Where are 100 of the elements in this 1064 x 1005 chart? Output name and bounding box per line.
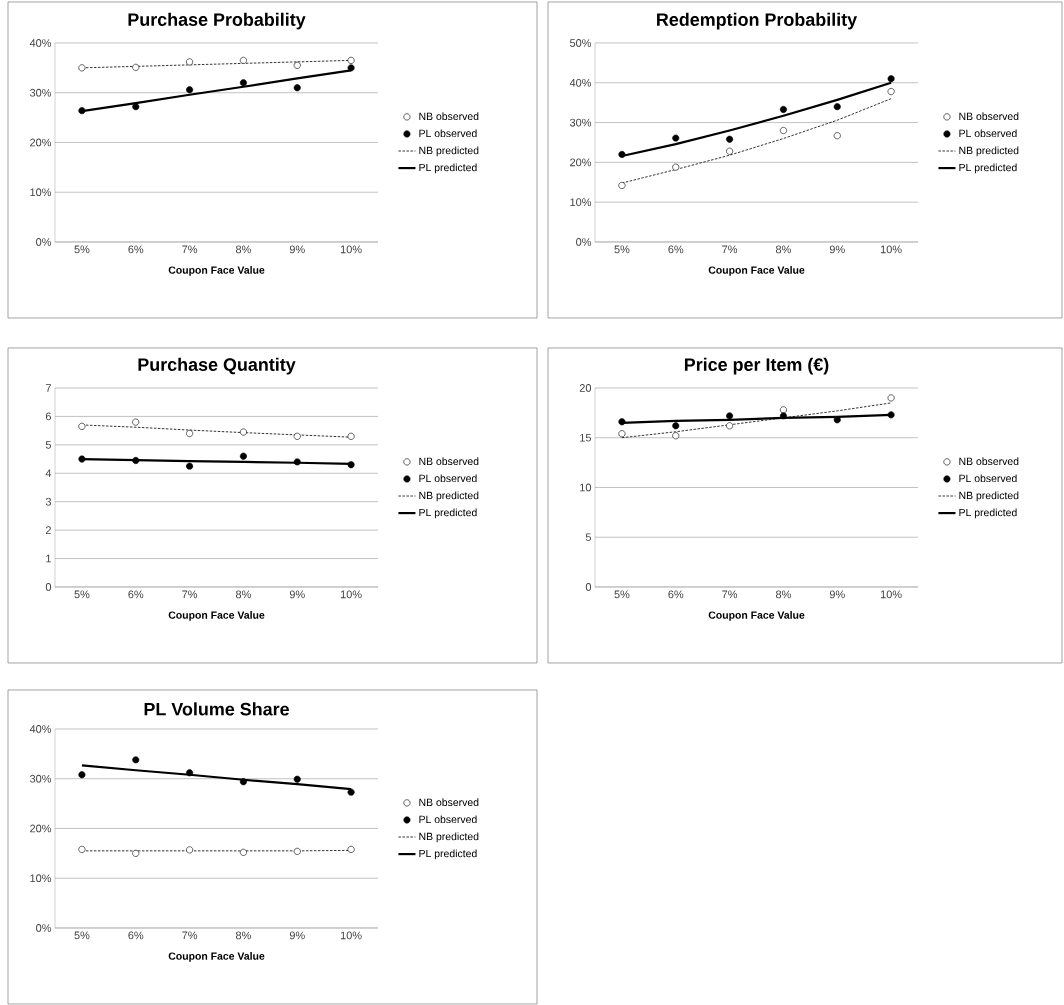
y-tick-label: 15 xyxy=(580,433,592,442)
point xyxy=(78,845,86,853)
x-tick-label: 10% xyxy=(880,245,902,254)
x-axis-title: Coupon Face Value xyxy=(708,611,805,621)
legend-label: PL observed xyxy=(419,474,477,483)
y-tick-label: 30% xyxy=(569,118,592,127)
legend-label: NB observed xyxy=(419,112,479,121)
x-tick-label: 7% xyxy=(182,245,198,254)
x-tick-label: 10% xyxy=(880,590,902,599)
point xyxy=(132,456,140,464)
y-tick-label: 0 xyxy=(585,583,592,591)
y-tick-label: 30% xyxy=(29,88,52,97)
x-axis-title: Coupon Face Value xyxy=(168,611,265,621)
point xyxy=(672,422,680,430)
x-axis-title: Coupon Face Value xyxy=(168,952,265,962)
point xyxy=(293,775,301,783)
legend-label: NB predicted xyxy=(419,832,479,843)
chart-title: Purchase Probability xyxy=(128,12,306,30)
point xyxy=(132,756,140,764)
point xyxy=(618,150,626,158)
y-tick-label: 20 xyxy=(579,384,592,392)
point xyxy=(347,56,355,64)
legend-label: NB observed xyxy=(959,457,1019,466)
x-tick-label: 8% xyxy=(235,245,251,254)
y-tick-label: 7 xyxy=(45,384,51,392)
point xyxy=(887,411,895,419)
x-tick-label: 8% xyxy=(775,590,791,599)
y-tick-label: 20% xyxy=(30,138,52,147)
point xyxy=(726,422,734,430)
point xyxy=(239,79,247,87)
point xyxy=(887,88,895,96)
x-tick-label: 10% xyxy=(340,245,362,254)
x-tick-label: 10% xyxy=(340,590,362,599)
y-tick-label: 30% xyxy=(29,774,52,783)
chart-title: Redemption Probability xyxy=(657,12,858,30)
point xyxy=(132,849,140,857)
x-tick-label: 5% xyxy=(614,590,630,599)
y-tick-label: 0% xyxy=(36,924,52,932)
x-tick-label: 8% xyxy=(235,931,251,940)
point xyxy=(239,848,247,856)
point xyxy=(293,847,301,855)
x-tick-label: 5% xyxy=(74,590,90,599)
y-tick-label: 10% xyxy=(30,188,52,197)
point xyxy=(672,163,680,171)
x-tick-label: 5% xyxy=(614,245,630,254)
x-axis-title: Coupon Face Value xyxy=(708,266,805,276)
x-axis-title: Coupon Face Value xyxy=(168,266,265,276)
y-tick-label: 10% xyxy=(570,198,592,207)
point xyxy=(239,56,247,64)
point xyxy=(779,406,787,414)
y-tick-label: 50% xyxy=(570,39,592,47)
point xyxy=(726,147,734,155)
y-tick-label: 5 xyxy=(585,533,592,542)
y-tick-label: 40% xyxy=(29,39,52,47)
point xyxy=(186,86,194,94)
y-tick-label: 10 xyxy=(580,483,592,492)
legend-label: PL observed xyxy=(959,129,1017,138)
y-tick-label: 0% xyxy=(36,238,52,246)
y-tick-label: 6 xyxy=(45,412,51,421)
point xyxy=(186,58,194,66)
x-tick-label: 5% xyxy=(74,931,90,940)
x-tick-label: 9% xyxy=(289,931,305,940)
legend-label: PL predicted xyxy=(419,849,477,860)
point xyxy=(347,432,355,440)
point xyxy=(186,846,194,854)
point xyxy=(618,181,626,189)
y-tick-label: 10% xyxy=(30,874,52,883)
legend-label: PL observed xyxy=(959,474,1017,483)
point xyxy=(293,61,301,69)
point xyxy=(293,432,301,440)
point xyxy=(78,64,86,72)
x-tick-label: 6% xyxy=(128,931,144,940)
point xyxy=(239,428,247,436)
x-tick-label: 10% xyxy=(340,931,362,940)
point xyxy=(132,418,140,426)
x-tick-label: 9% xyxy=(289,590,305,599)
point xyxy=(726,135,734,143)
point xyxy=(78,771,86,779)
legend-label: NB observed xyxy=(419,798,479,807)
point xyxy=(132,103,140,111)
point xyxy=(779,105,787,113)
y-tick-label: 40% xyxy=(569,78,592,87)
legend-label: NB predicted xyxy=(419,491,479,502)
y-tick-label: 0% xyxy=(576,238,592,246)
legend-label: PL predicted xyxy=(959,508,1017,519)
point xyxy=(132,63,140,71)
x-tick-label: 9% xyxy=(829,590,845,599)
y-tick-label: 20% xyxy=(30,824,52,833)
x-tick-label: 8% xyxy=(775,245,791,254)
point xyxy=(78,107,86,115)
point xyxy=(672,134,680,142)
x-tick-label: 6% xyxy=(668,245,684,254)
y-tick-label: 20% xyxy=(570,158,592,167)
point xyxy=(239,452,247,460)
x-tick-label: 9% xyxy=(289,245,305,254)
x-tick-label: 8% xyxy=(235,590,251,599)
x-tick-label: 7% xyxy=(722,590,738,599)
point xyxy=(186,769,194,777)
legend-label: PL observed xyxy=(419,815,477,824)
y-tick-label: 5 xyxy=(45,441,52,449)
